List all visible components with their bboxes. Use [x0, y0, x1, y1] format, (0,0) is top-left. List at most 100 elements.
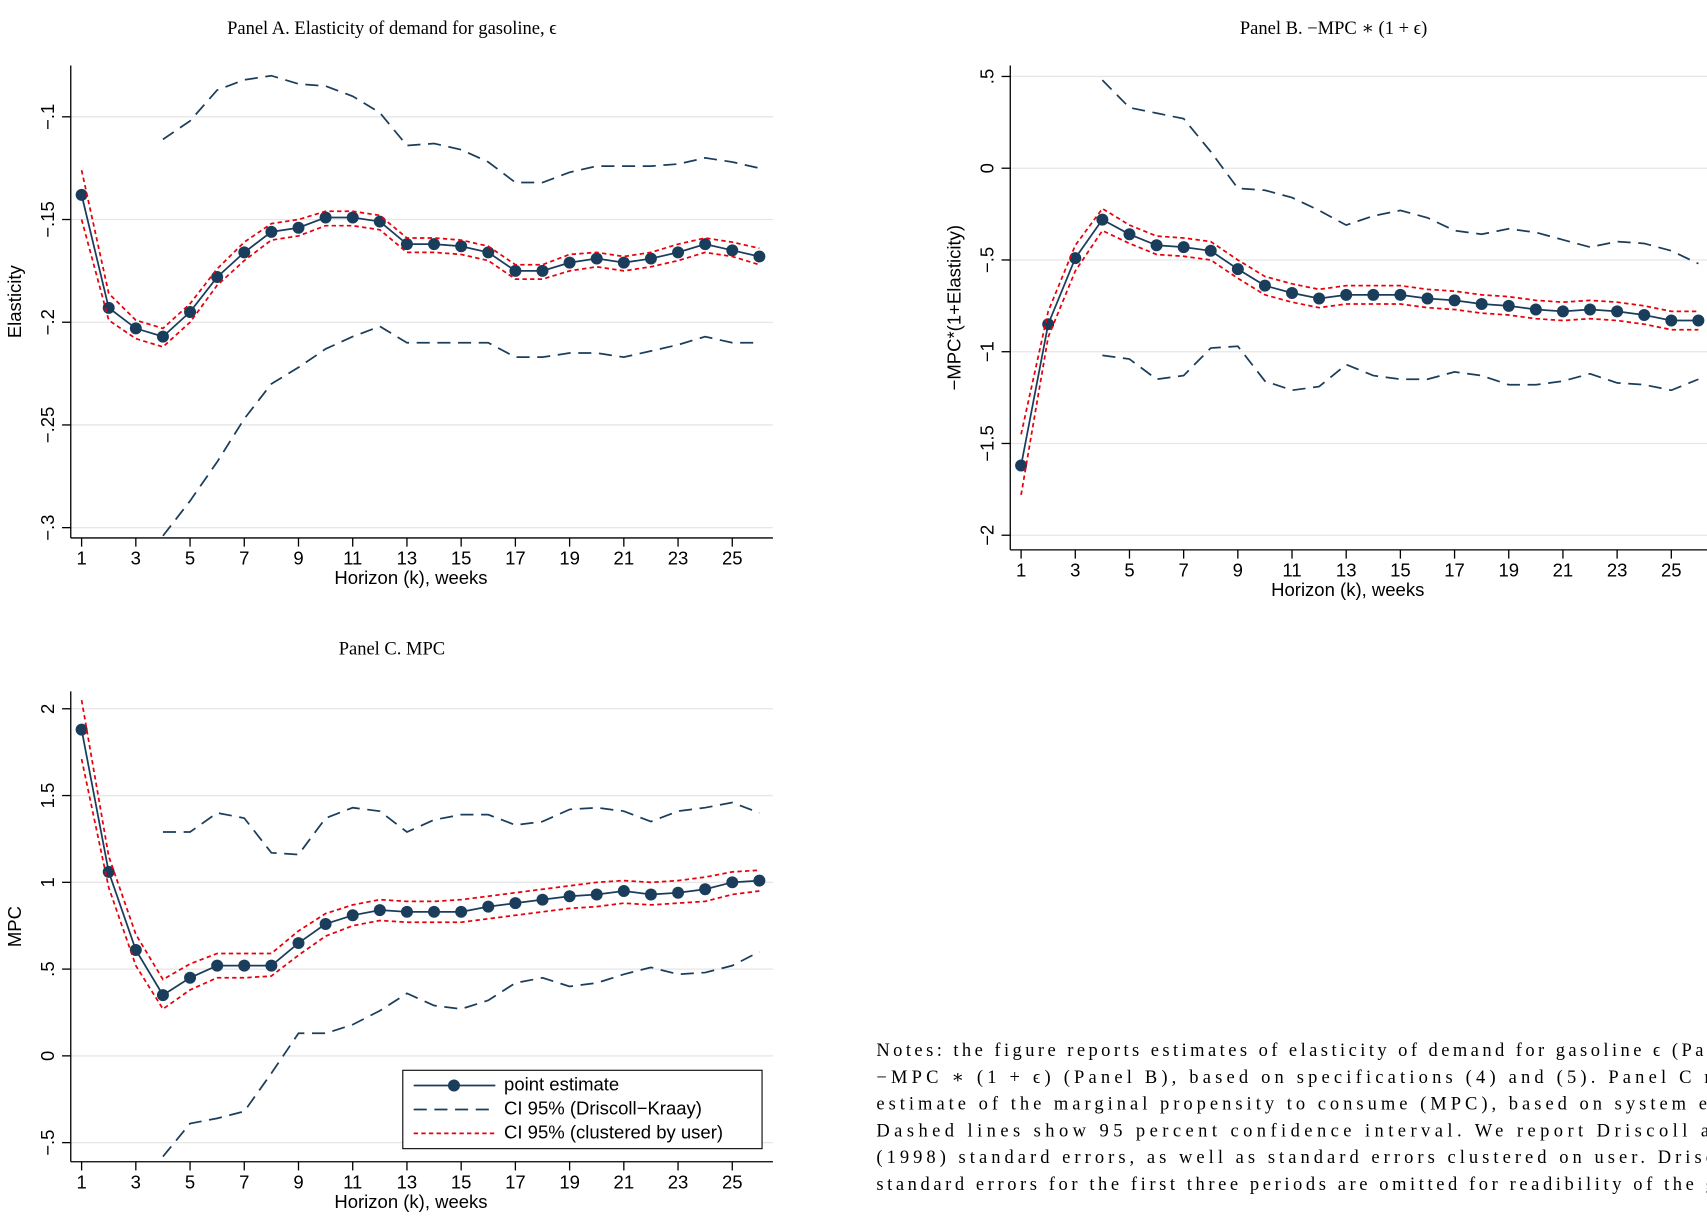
estimate-marker: [1502, 299, 1515, 312]
y-tick-label: −.5: [37, 1130, 58, 1156]
estimate-marker: [536, 264, 549, 277]
estimate-marker: [726, 876, 739, 889]
estimate-marker: [1204, 244, 1217, 257]
x-tick-label: 7: [1179, 560, 1189, 581]
panel-title: Panel A. Elasticity of demand for gasoli…: [227, 19, 557, 39]
estimate-marker: [455, 240, 468, 253]
estimate-marker: [1475, 298, 1488, 310]
estimate-marker: [672, 246, 685, 259]
x-tick-label: 23: [668, 1171, 689, 1192]
y-axis-label: MPC: [4, 906, 25, 947]
estimate-marker: [75, 188, 88, 201]
y-tick-label: 0: [37, 1051, 58, 1061]
estimate-marker: [726, 244, 739, 257]
estimate-marker: [1313, 292, 1326, 305]
y-tick-label: −.1: [37, 104, 58, 130]
estimate-marker: [1367, 288, 1380, 301]
ci-upper-line: [80, 170, 760, 330]
x-tick-label: 19: [1498, 560, 1519, 581]
estimate-marker: [1584, 303, 1597, 316]
x-tick-label: 15: [1390, 560, 1411, 581]
x-tick-label: 5: [1124, 560, 1134, 581]
legend-label: CI 95% (Driscoll−Kraay): [504, 1097, 702, 1118]
estimate-marker: [1556, 305, 1569, 318]
estimate-marker: [590, 888, 603, 901]
notes-line: −MPC ∗ (1 + ϵ) (Panel B), based on speci…: [876, 1068, 1707, 1088]
x-tick-label: 23: [668, 548, 689, 569]
ci-lower-line: [1020, 229, 1699, 495]
x-tick-label: 25: [1661, 560, 1682, 581]
x-tick-label: 1: [1016, 560, 1026, 581]
y-tick-label: 2: [37, 704, 58, 714]
y-tick-label: .5: [37, 961, 58, 976]
estimate-marker: [292, 221, 305, 234]
estimate-marker: [482, 900, 495, 913]
estimate-marker: [509, 264, 522, 277]
y-tick-label: −.25: [37, 407, 58, 444]
estimate-marker: [1340, 288, 1353, 301]
estimate-marker: [346, 211, 359, 224]
y-tick-label: −.2: [37, 309, 58, 335]
x-tick-label: 9: [1233, 560, 1243, 581]
x-axis-label: Horizon (k), weeks: [334, 567, 487, 588]
estimate-marker: [319, 211, 332, 224]
y-tick-label: .5: [976, 69, 997, 84]
estimate-marker: [1069, 252, 1082, 265]
x-tick-label: 11: [343, 548, 362, 569]
x-tick-label: 3: [131, 548, 141, 569]
estimate-marker: [1638, 309, 1651, 322]
x-tick-label: 19: [559, 1171, 580, 1192]
notes-line: Notes: the figure reports estimates of e…: [876, 1041, 1707, 1061]
x-tick-label: 11: [343, 1171, 362, 1192]
estimate-marker: [265, 225, 278, 238]
x-tick-label: 1: [76, 1171, 86, 1192]
x-tick-label: 17: [505, 1171, 526, 1192]
estimate-marker: [590, 252, 603, 265]
estimate-marker: [699, 883, 712, 896]
estimate-marker: [184, 971, 197, 984]
x-tick-label: 15: [451, 1171, 472, 1192]
estimate-marker: [428, 238, 441, 251]
x-tick-label: 23: [1607, 560, 1628, 581]
panel-title: Panel B. −MPC ∗ (1 + ϵ): [1240, 19, 1427, 39]
estimate-marker: [672, 886, 685, 899]
y-axis-label: −MPC*(1+Elasticity): [944, 225, 965, 391]
x-tick-label: 9: [293, 548, 303, 569]
ci-upper-line: [1020, 207, 1699, 435]
x-tick-label: 25: [722, 1171, 743, 1192]
x-tick-label: 5: [185, 1171, 195, 1192]
estimate-marker: [1665, 314, 1678, 327]
ci-lower-line: [80, 219, 760, 348]
estimate-marker: [238, 959, 251, 972]
estimate-marker: [292, 937, 305, 950]
estimate-marker: [238, 246, 251, 259]
estimate-marker: [482, 246, 495, 259]
x-axis-label: Horizon (k), weeks: [1271, 579, 1424, 600]
x-tick-label: 15: [451, 548, 472, 569]
y-tick-label: −1: [976, 341, 997, 362]
estimate-marker: [346, 909, 359, 922]
ci-upper-line: [162, 801, 760, 856]
estimate-marker: [617, 885, 630, 897]
estimate-marker: [184, 305, 197, 318]
x-tick-label: 7: [239, 1171, 249, 1192]
ci-upper-line: [80, 699, 760, 981]
estimate-marker: [455, 905, 468, 918]
y-tick-label: −1.5: [976, 425, 997, 462]
estimate-marker: [1231, 263, 1244, 276]
y-tick-label: 1.5: [37, 783, 58, 809]
estimate-marker: [1692, 314, 1705, 327]
estimate-marker: [617, 256, 630, 269]
x-tick-label: 1: [76, 548, 86, 569]
estimate-marker: [1258, 279, 1271, 292]
x-tick-label: 9: [293, 1171, 303, 1192]
x-tick-label: 11: [1282, 560, 1301, 581]
estimate-marker: [753, 874, 766, 887]
x-tick-label: 3: [131, 1171, 141, 1192]
estimate-marker: [129, 944, 142, 956]
estimate-marker: [563, 256, 576, 269]
x-tick-label: 3: [1070, 560, 1080, 581]
estimate-marker: [156, 330, 169, 343]
